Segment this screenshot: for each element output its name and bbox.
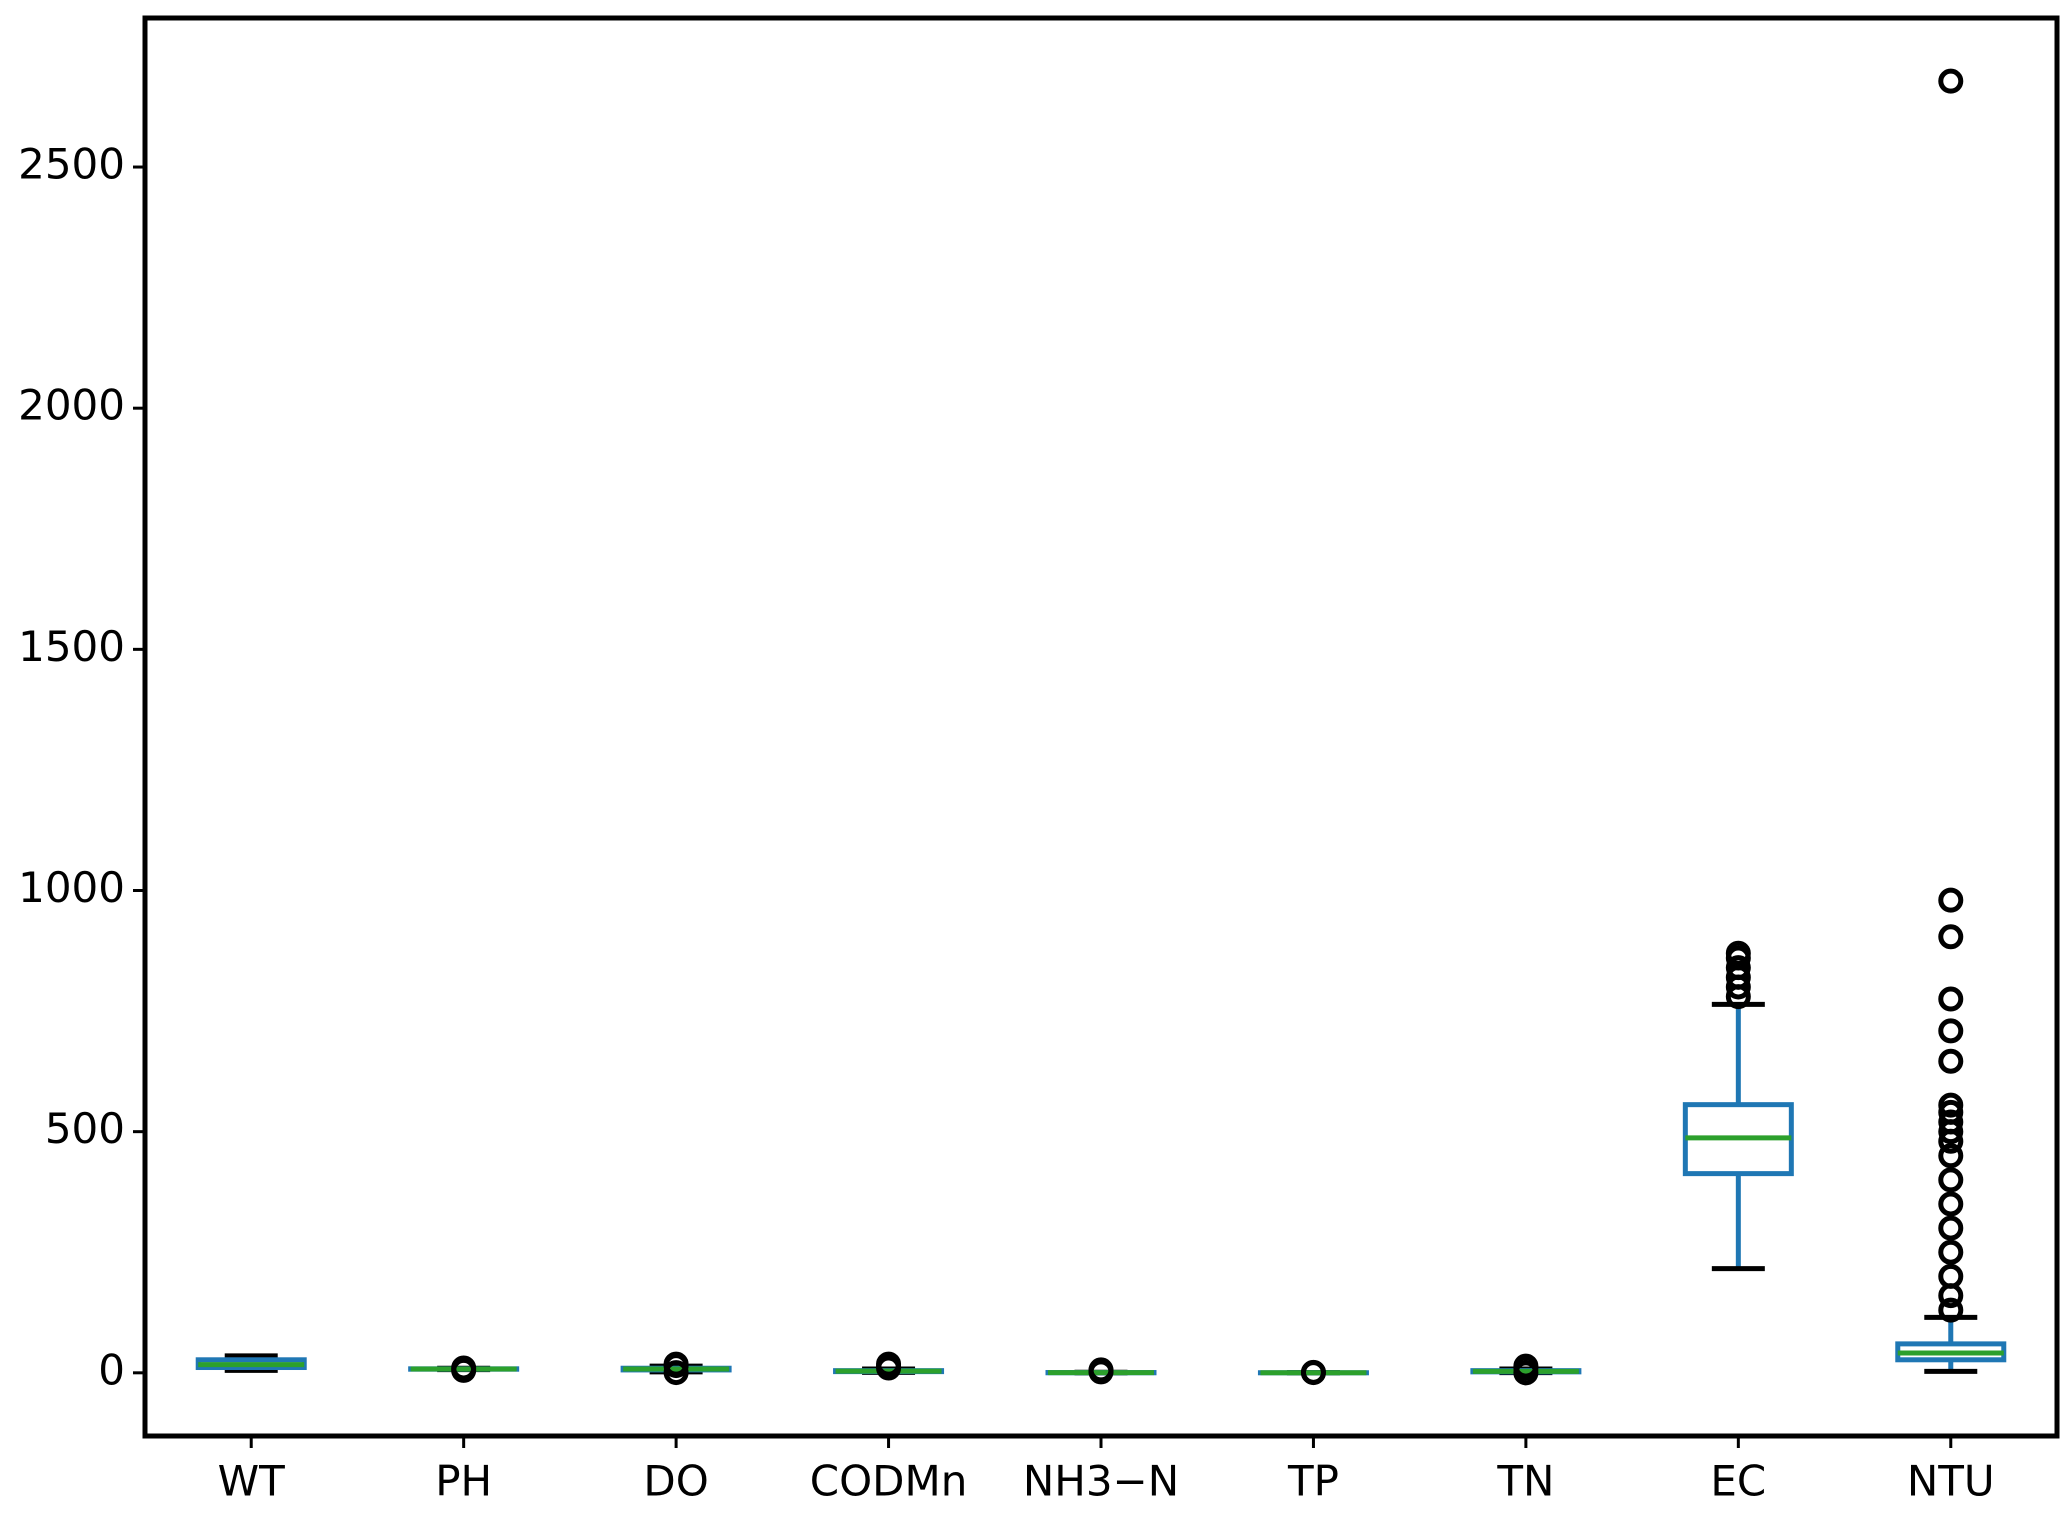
flier — [1938, 68, 1964, 94]
y-tick-label: 1000 — [18, 863, 125, 912]
flier — [1088, 1357, 1114, 1383]
flier — [1938, 1092, 1964, 1118]
flier — [1938, 1297, 1964, 1323]
flier — [1938, 887, 1964, 913]
flier — [1513, 1353, 1539, 1379]
flier — [1725, 940, 1751, 966]
flier — [663, 1351, 689, 1377]
x-tick-label: EC — [1710, 1457, 1766, 1506]
y-tick-label: 500 — [45, 1104, 125, 1153]
flier — [1938, 924, 1964, 950]
x-tick-label: PH — [435, 1457, 492, 1506]
y-tick-label: 2000 — [18, 381, 125, 430]
flier — [1938, 986, 1964, 1012]
flier — [1938, 1143, 1964, 1169]
flier — [876, 1351, 902, 1377]
flier — [1938, 1263, 1964, 1289]
y-tick-label: 0 — [98, 1345, 125, 1394]
plot-frame — [142, 15, 2060, 1439]
flier — [451, 1355, 477, 1381]
flier — [1938, 1048, 1964, 1074]
flier — [1938, 1215, 1964, 1241]
x-tick-label: CODMn — [810, 1457, 968, 1506]
flier — [1938, 1167, 1964, 1193]
y-tick-label: 1500 — [18, 622, 125, 671]
flier — [1300, 1359, 1326, 1385]
flier — [1725, 955, 1751, 981]
flier — [1938, 1191, 1964, 1217]
x-tick-label: WT — [218, 1457, 286, 1506]
flier — [1938, 1109, 1964, 1135]
x-tick-label: DO — [643, 1457, 708, 1506]
x-tick-label: NH3−N — [1023, 1457, 1179, 1506]
flier — [1938, 1018, 1964, 1044]
x-tick-label: NTU — [1907, 1457, 1995, 1506]
flier — [1938, 1239, 1964, 1265]
y-tick-label: 2500 — [18, 140, 125, 189]
x-tick-label: TN — [1496, 1457, 1554, 1506]
x-tick-label: TP — [1287, 1457, 1339, 1506]
